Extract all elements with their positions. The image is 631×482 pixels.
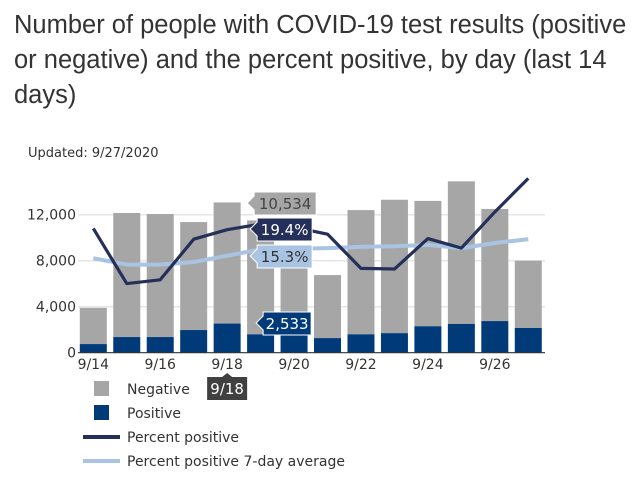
bar-positive (213, 323, 241, 353)
bar-negative (481, 208, 509, 322)
y-tick-label: 8,000 (36, 254, 76, 270)
tooltip-average: 15.3% (261, 248, 309, 266)
x-tick-label: 9/22 (345, 357, 376, 373)
bar-negative (414, 200, 442, 327)
x-tick-label: 9/18 (211, 357, 242, 373)
x-tick-label: 9/14 (78, 357, 110, 373)
bar-positive (481, 321, 509, 353)
y-tick-label: 12,000 (27, 208, 76, 224)
x-tick-label: 9/24 (412, 357, 444, 373)
bar-negative (79, 307, 107, 345)
legend-label: Positive (127, 406, 181, 422)
bar-positive (514, 327, 542, 353)
bar-positive (247, 334, 275, 353)
updated-date: Updated: 9/27/2020 (28, 146, 159, 161)
bar-positive (146, 337, 174, 353)
bar-negative (347, 210, 375, 335)
tooltip-positive: 2,533 (266, 315, 309, 333)
y-tick-label: 4,000 (36, 300, 76, 316)
bar-negative (213, 202, 241, 324)
bar-positive (113, 337, 141, 353)
x-tick-label: 9/26 (479, 357, 511, 373)
bar-negative (113, 212, 141, 338)
legend-swatch-negative (94, 381, 109, 396)
bar-positive (180, 330, 208, 353)
bar-positive (414, 326, 442, 353)
legend-label: Percent positive 7-day average (127, 454, 345, 470)
bar-negative (514, 260, 542, 328)
tooltip-average-box (249, 244, 313, 269)
bar-positive (347, 334, 375, 353)
bar-positive (314, 338, 342, 353)
legend-swatch-positive (94, 405, 109, 420)
tooltip-percent: 19.4% (261, 221, 309, 239)
y-tick-label: 0 (67, 346, 76, 362)
chart-title: Number of people with COVID-19 test resu… (14, 11, 627, 109)
bar-negative (146, 214, 174, 338)
bar-positive (79, 344, 107, 353)
bar-negative (447, 181, 475, 324)
bar-positive (447, 323, 475, 353)
bar-negative (314, 275, 342, 339)
x-tick-label: 9/16 (144, 357, 176, 373)
tooltip-positive-box (255, 311, 312, 336)
legend-label: Negative (127, 382, 190, 398)
bar-positive (380, 333, 408, 353)
tooltip-negative: 10,534 (259, 195, 312, 213)
tooltip-negative-box (246, 191, 317, 216)
bar-positive (280, 334, 308, 353)
legend-label: Percent positive (127, 430, 239, 446)
tooltip-percent-box (249, 217, 313, 242)
tooltip-category-box (207, 373, 248, 400)
x-tick-label: 9/20 (278, 357, 309, 373)
bar-negative (380, 199, 408, 334)
tooltip-category: 9/18 (210, 380, 244, 398)
